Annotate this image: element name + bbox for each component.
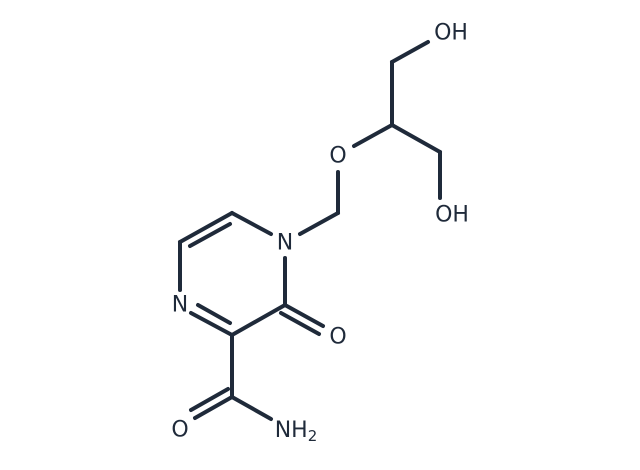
atom-labels: OH OH O N N O O NH2: [171, 21, 469, 446]
bond: [193, 395, 234, 420]
bond: [390, 123, 442, 154]
bond: [230, 211, 273, 236]
atom-label: O: [329, 325, 346, 350]
atom-label: O: [329, 144, 346, 169]
bond: [283, 303, 325, 328]
atom-label: O: [171, 418, 188, 443]
bond-double: [188, 222, 232, 248]
bond: [298, 211, 340, 236]
atom-label: N: [172, 293, 188, 318]
atom-label-subscript: 2: [308, 427, 318, 445]
bond-double: [189, 387, 230, 412]
bond: [230, 395, 273, 421]
bond: [189, 311, 234, 337]
atom-label: NH2: [275, 418, 318, 446]
bond: [390, 40, 430, 64]
bond: [178, 211, 234, 244]
atom-label: OH: [434, 21, 468, 46]
bond: [230, 303, 287, 337]
atom-label-main: NH: [275, 418, 308, 443]
atom-label: N: [277, 231, 293, 256]
atom-label: OH: [435, 203, 469, 228]
bonds: [178, 40, 442, 421]
bond: [352, 123, 394, 148]
bond-double: [279, 311, 321, 336]
bond-double: [196, 303, 232, 325]
